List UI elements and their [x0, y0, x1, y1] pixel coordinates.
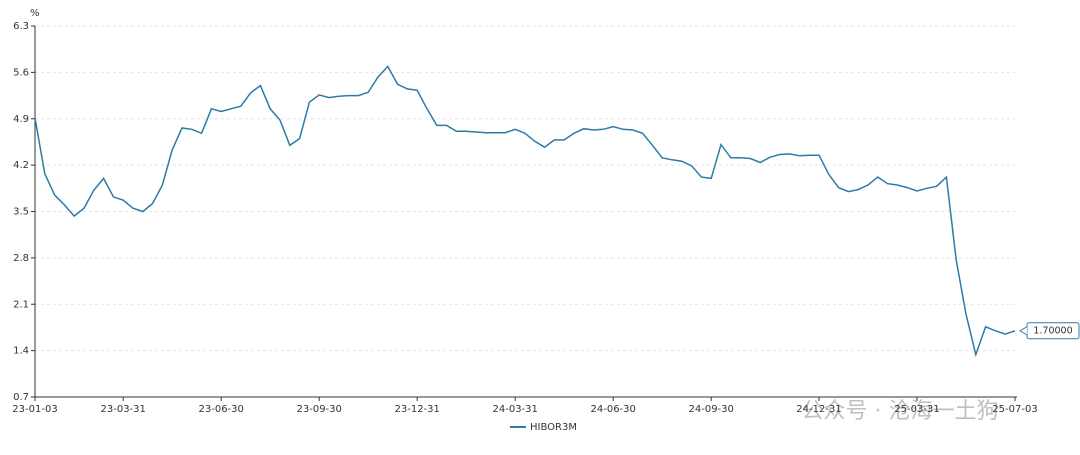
value-label-pointer: [1018, 326, 1028, 336]
x-tick-label: 23-12-31: [395, 404, 440, 415]
x-tick-label: 23-03-31: [101, 404, 146, 415]
y-tick-label: 5.6: [13, 67, 29, 78]
value-label: 1.70000: [1033, 325, 1072, 336]
x-tick-label: 25-03-31: [894, 404, 939, 415]
x-tick-label: 24-03-31: [493, 404, 538, 415]
legend-label: HIBOR3M: [530, 422, 577, 433]
y-unit: %: [30, 8, 40, 19]
y-tick-label: 1.4: [13, 346, 29, 357]
y-tick-label: 4.9: [13, 114, 29, 125]
y-tick-label: 2.1: [13, 299, 29, 310]
x-tick-label: 23-06-30: [199, 404, 244, 415]
y-tick-label: 3.5: [13, 207, 29, 218]
x-tick-label: 24-09-30: [689, 404, 734, 415]
line: [34, 65, 1016, 358]
y-tick-label: 6.3: [13, 21, 29, 32]
x-tick-label: 23-01-03: [12, 404, 57, 415]
x-tick-label: 24-06-30: [591, 404, 636, 415]
y-tick-label: 0.7: [13, 392, 29, 403]
x-tick-label: 24-12-31: [796, 404, 841, 415]
y-tick-label: 4.2: [13, 160, 29, 171]
x-tick-label: 23-09-30: [297, 404, 342, 415]
x-tick-label: 25-07-03: [992, 404, 1037, 415]
y-tick-label: 2.8: [13, 253, 29, 264]
watermark: 公众号 · 沧海一土狗: [802, 399, 999, 424]
